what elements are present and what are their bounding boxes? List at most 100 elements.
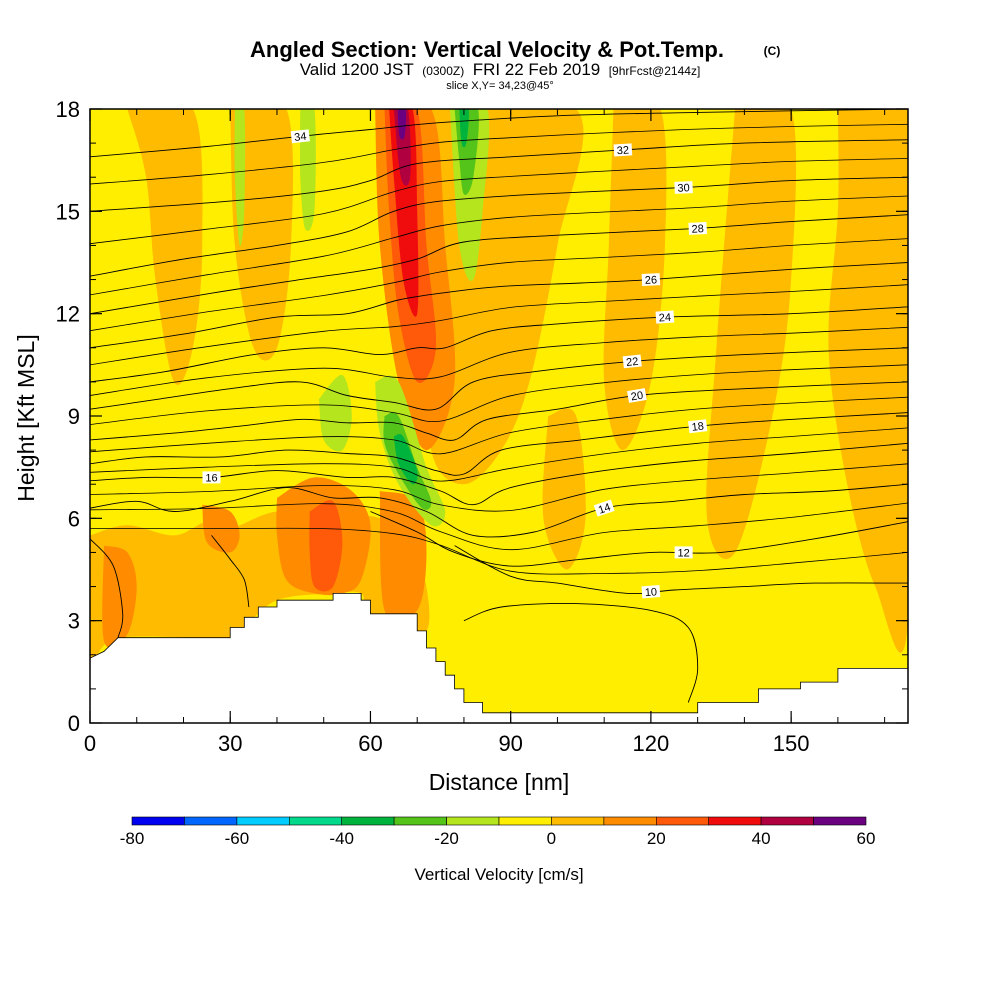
velocity-region [828,109,908,653]
colorbar-tick-label: -40 [329,829,354,848]
y-tick-label: 12 [56,302,80,327]
y-tick-label: 3 [68,609,80,634]
contour-label-text: 30 [677,182,690,195]
colorbar-swatch [760,816,814,826]
contour-label-bg [613,143,633,157]
copyright-mark: (C) [764,44,781,58]
contour-label-bg [202,471,221,484]
contour-line [90,396,908,455]
y-tick-label: 18 [56,97,80,122]
contour-label: 34 [290,129,310,144]
colorbar-tick-label: -20 [434,829,459,848]
colorbar-swatch [498,816,552,826]
velocity-region [393,433,418,485]
colorbar-title: Vertical Velocity [cm/s] [414,865,583,884]
velocity-region [397,109,407,140]
contour-line [90,364,908,425]
colorbar-swatch [131,816,185,826]
contour-label-bg [641,273,661,287]
velocity-region [309,500,343,592]
y-axis-label: Height [Kft MSL] [13,334,39,501]
contour-label-bg [688,221,707,235]
contour-label-text: 32 [616,145,629,158]
colorbar-swatch [288,816,342,826]
x-tick-label: 120 [633,731,670,756]
contour-line [370,511,908,567]
velocity-region [379,491,427,622]
contour-label: 16 [202,471,221,484]
contour-label-text: 22 [626,356,639,369]
contour-line [90,158,908,245]
colorbar-swatch [341,816,395,826]
velocity-region [603,109,667,451]
axes: 0 30 60 90 120 150 0 3 6 9 12 15 18 [56,97,908,756]
contour-label: 24 [655,310,675,325]
x-tick-label: 30 [218,731,242,756]
chart-title: Angled Section: Vertical Velocity & Pot.… [250,37,724,62]
x-tick-label: 90 [498,731,522,756]
velocity-region [542,408,586,570]
contour-line [90,502,908,551]
contour-line [90,109,908,158]
colorbar-tick-label: 0 [547,829,556,848]
contour-label-text: 18 [691,421,705,434]
contour-label-bg [593,499,615,517]
colorbar-swatch [446,816,500,826]
contour-label: 32 [613,143,633,158]
terrain [90,593,908,723]
colorbar-tick-label: 20 [647,829,666,848]
colorbar-swatch [551,816,605,826]
velocity-region [319,374,352,452]
velocity-region [102,545,137,648]
colorbar-tick-label: 60 [857,829,876,848]
contour-label-bg [622,354,642,369]
velocity-region [230,109,294,361]
contour-label: 18 [688,419,708,434]
velocity-region [706,109,797,559]
title-block: Angled Section: Vertical Velocity & Pot.… [250,37,780,92]
contour-label-bg [655,310,675,324]
subtitle-date: FRI 22 Feb 2019 [473,60,601,79]
contour-line [90,347,908,411]
contour-line [90,527,908,575]
colorbar: -80 -60 -40 -20 0 20 40 60 [120,816,876,848]
colorbar-swatch [813,816,867,826]
colorbar-tick-label: -60 [225,829,250,848]
contour-line [90,306,908,383]
contour-label: 26 [641,273,661,287]
contour-line [90,139,908,212]
contour-line [463,603,699,703]
contour-label-bg [674,181,693,194]
contour-line [90,326,908,396]
colorbar-tick-label: -80 [120,829,145,848]
subtitle-forecast: [9hrFcst@2144z] [609,64,701,78]
colorbar-swatch [603,816,657,826]
contour-label: 14 [593,499,615,517]
colorbar-swatch [708,816,762,826]
contour-line [211,535,250,608]
velocity-region [459,109,469,148]
contour-labels: 10 12 14 16 18 20 22 24 26 28 30 32 34 [202,129,708,599]
contour-label-text: 34 [294,131,307,144]
contour-line [90,123,908,185]
y-tick-label: 0 [68,711,80,736]
colorbar-swatch [184,816,238,826]
contour-line [90,195,908,296]
contour-label-text: 12 [677,547,689,559]
contour-line [90,538,124,638]
x-tick-label: 0 [84,731,96,756]
contour-label-bg [674,546,693,559]
contour-label: 12 [674,546,693,559]
x-axis-label: Distance [nm] [429,769,570,795]
contour-line [90,427,908,482]
contour-line [90,262,908,349]
colorbar-swatch [655,816,709,826]
contour-label-text: 26 [645,274,658,287]
plot-area: 10 12 14 16 18 20 22 24 26 28 30 32 34 [89,108,909,724]
colorbar-swatch [393,816,447,826]
subtitle-utc: (0300Z) [422,64,464,78]
contour-label-text: 20 [630,390,644,404]
velocity-region [389,109,419,317]
contour-label-text: 24 [658,312,671,325]
